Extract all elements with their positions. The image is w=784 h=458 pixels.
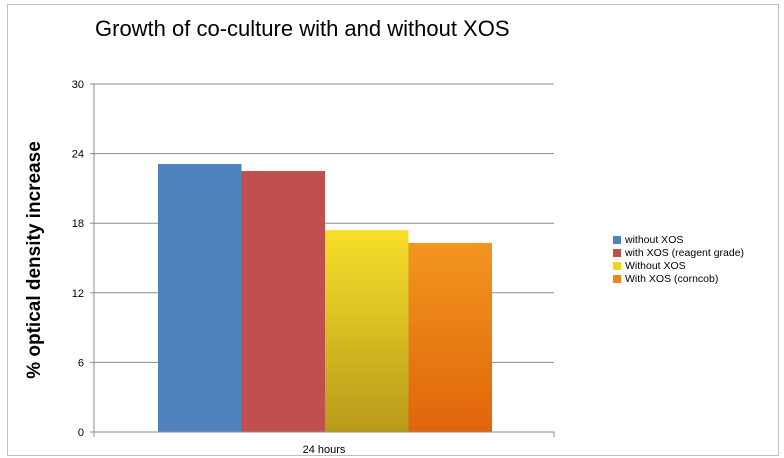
legend-item: with XOS (reagent grade)	[613, 246, 744, 259]
legend-item: With XOS (corncob)	[613, 272, 744, 285]
y-tick-label: 6	[78, 357, 84, 369]
y-tick-label: 24	[72, 149, 84, 161]
bar-4	[409, 243, 493, 432]
legend-label: Without XOS	[625, 260, 686, 272]
legend: without XOS with XOS (reagent grade) Witho…	[613, 233, 744, 285]
x-tick-label: 24 hours	[303, 444, 346, 456]
y-tick-label: 0	[78, 427, 84, 439]
legend-item: without XOS	[613, 233, 744, 246]
bar-2	[242, 171, 326, 432]
legend-swatch	[613, 275, 621, 283]
legend-label: without XOS	[625, 234, 683, 246]
bar-3	[325, 230, 409, 432]
y-tick-label: 12	[72, 288, 84, 300]
y-tick-label: 18	[72, 218, 84, 230]
legend-label: with XOS (reagent grade)	[625, 247, 744, 259]
legend-swatch	[613, 262, 621, 270]
legend-label: With XOS (corncob)	[625, 273, 718, 285]
y-axis-label: % optical density increase	[24, 141, 45, 379]
y-tick-label: 30	[72, 79, 84, 91]
legend-item: Without XOS	[613, 259, 744, 272]
legend-swatch	[613, 249, 621, 257]
legend-swatch	[613, 236, 621, 244]
bar-1	[158, 164, 242, 432]
